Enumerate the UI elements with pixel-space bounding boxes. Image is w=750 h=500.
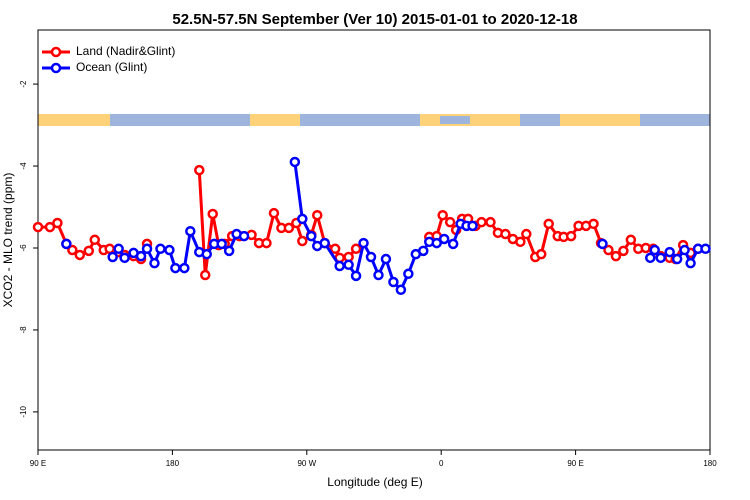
point [618,245,629,257]
legend-label: Ocean (Glint) [76,60,147,74]
point [329,243,341,255]
point [306,230,317,242]
point [350,243,362,255]
point [444,216,456,228]
point [155,243,166,255]
point [649,244,660,256]
point [700,243,711,255]
point [312,209,323,221]
point [201,248,212,260]
y-tick-label: -2 [19,80,28,88]
point [238,230,250,242]
point [67,244,78,256]
point [289,156,301,168]
point [625,234,637,246]
point [334,260,345,272]
x-tick-label: 0 [439,459,444,468]
point [164,244,175,256]
y-tick-label: -8 [19,326,28,334]
point [380,253,392,265]
legend-marker [50,62,62,74]
point [268,207,280,219]
y-tick-label: -4 [19,162,28,170]
point [388,276,399,288]
point [655,252,666,264]
point [297,213,308,225]
point [485,216,496,228]
point [89,234,100,246]
point [373,269,384,281]
point [679,244,690,256]
point [431,237,442,249]
x-tick-label: 90 W [297,459,316,468]
point [664,246,675,258]
point [565,230,577,242]
point [170,262,181,274]
x-tick-label: 180 [703,459,717,468]
point [44,221,56,233]
x-tick-label: 180 [166,459,180,468]
point [437,209,448,221]
legend-label: Land (Nadir&Glint) [76,44,175,58]
point [403,268,414,280]
point [365,251,377,263]
point [543,218,554,230]
point [261,237,272,249]
map-strip [38,114,710,126]
point [135,250,147,262]
y-tick-label: -10 [19,406,28,418]
point [74,249,86,261]
x-tick-label: 90 E [567,459,583,468]
point [207,208,218,220]
point [216,238,227,250]
x-tick-label: 90 E [30,459,46,468]
chart-title: 52.5N-57.5N September (Ver 10) 2015-01-0… [172,11,577,28]
x-axis-label: Longitude (deg E) [327,475,422,489]
point [515,236,526,248]
point [343,259,354,271]
point [141,243,153,255]
point [610,250,622,262]
point [418,245,429,257]
point [645,252,656,264]
point [476,216,487,228]
point [283,222,295,234]
point [671,253,683,265]
point [61,238,72,250]
point [223,245,235,257]
point [447,238,459,250]
point [149,257,160,269]
point [588,218,599,230]
point [350,270,362,282]
y-axis-label: XCO2 - MLO trend (ppm) [1,173,15,308]
point [500,228,511,240]
point [319,237,330,249]
point [521,228,532,240]
point [52,217,63,229]
point [83,245,95,257]
y-tick-label: -6 [19,244,28,252]
point [358,237,369,249]
point [395,284,407,296]
point [194,164,205,176]
point [200,269,211,281]
point [603,244,614,256]
point [179,262,190,274]
legend-marker [50,46,62,58]
point [685,257,696,269]
point [297,235,308,247]
point [119,252,130,264]
plot-frame [37,29,711,451]
point [107,251,118,263]
point [467,220,478,232]
point [32,221,44,233]
point [536,248,547,260]
point [113,243,124,255]
point [104,243,115,255]
point [597,238,608,250]
point [185,225,196,237]
point [438,233,450,245]
